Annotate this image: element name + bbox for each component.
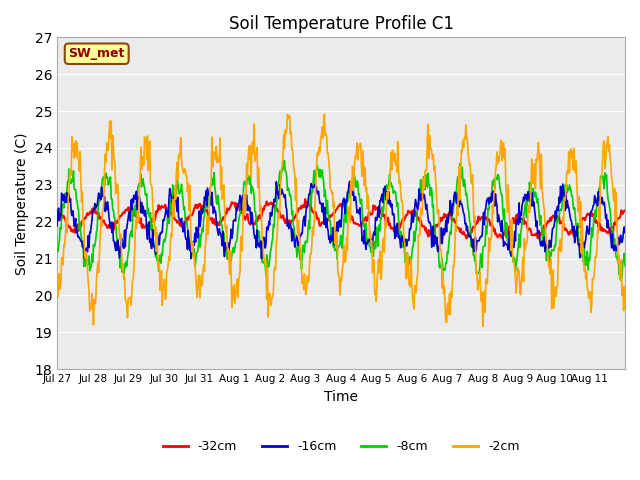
X-axis label: Time: Time bbox=[324, 390, 358, 404]
Title: Soil Temperature Profile C1: Soil Temperature Profile C1 bbox=[228, 15, 454, 33]
Legend: -32cm, -16cm, -8cm, -2cm: -32cm, -16cm, -8cm, -2cm bbox=[157, 435, 525, 458]
Text: SW_met: SW_met bbox=[68, 47, 125, 60]
Y-axis label: Soil Temperature (C): Soil Temperature (C) bbox=[15, 132, 29, 275]
